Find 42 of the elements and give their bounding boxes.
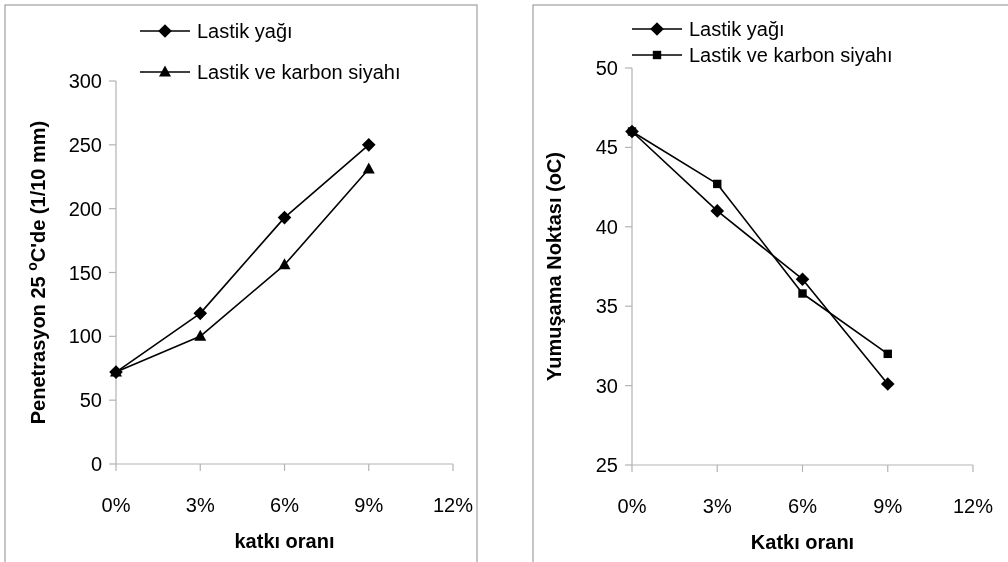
- y-tick-label: 25: [595, 454, 618, 476]
- y-tick-label: 50: [79, 389, 102, 412]
- x-tick-label: 6%: [788, 495, 818, 517]
- x-axis-title: katkı oranı: [234, 530, 335, 552]
- point: [798, 289, 807, 298]
- x-tick-label: 3%: [702, 495, 732, 517]
- x-tick-label: 3%: [185, 494, 215, 516]
- x-tick-label: 0%: [101, 494, 131, 516]
- y-tick-label: 35: [595, 295, 618, 318]
- point: [713, 179, 722, 189]
- y-tick-label: 300: [68, 70, 102, 92]
- y-axis-title: Yumuşama Noktası (oC): [543, 152, 565, 381]
- legend-label: Lastik ve karbon siyahı: [689, 44, 893, 66]
- x-tick-label: 6%: [270, 494, 300, 516]
- point: [193, 306, 208, 321]
- y-tick-label: 50: [595, 57, 618, 79]
- y-tick-label: 200: [68, 197, 102, 220]
- y-tick-label: 45: [595, 136, 618, 159]
- point: [194, 329, 207, 341]
- x-tick-label: 12%: [432, 494, 474, 516]
- legend-label: Lastik yağı: [689, 18, 785, 40]
- x-tick-label: 0%: [617, 495, 647, 517]
- y-tick-label: 250: [68, 133, 102, 156]
- legend-label: Lastik yağı: [197, 20, 293, 42]
- x-tick-label: 12%: [952, 495, 994, 517]
- x-axis-title: Katkı oranı: [750, 531, 855, 553]
- point: [710, 204, 725, 218]
- point: [278, 258, 291, 270]
- legend-label: Lastik ve karbon siyahı: [197, 61, 401, 83]
- point: [795, 272, 810, 286]
- y-tick-label: 150: [68, 261, 102, 284]
- y-tick-label: 30: [595, 374, 618, 397]
- point: [880, 377, 895, 391]
- point: [883, 349, 892, 359]
- y-tick-label: 0: [90, 453, 102, 475]
- y-tick-label: 100: [68, 325, 102, 348]
- point: [362, 162, 375, 174]
- x-tick-label: 9%: [354, 494, 384, 516]
- point: [277, 210, 292, 225]
- y-tick-label: 40: [595, 215, 618, 238]
- x-tick-label: 9%: [873, 495, 903, 517]
- point: [361, 138, 376, 152]
